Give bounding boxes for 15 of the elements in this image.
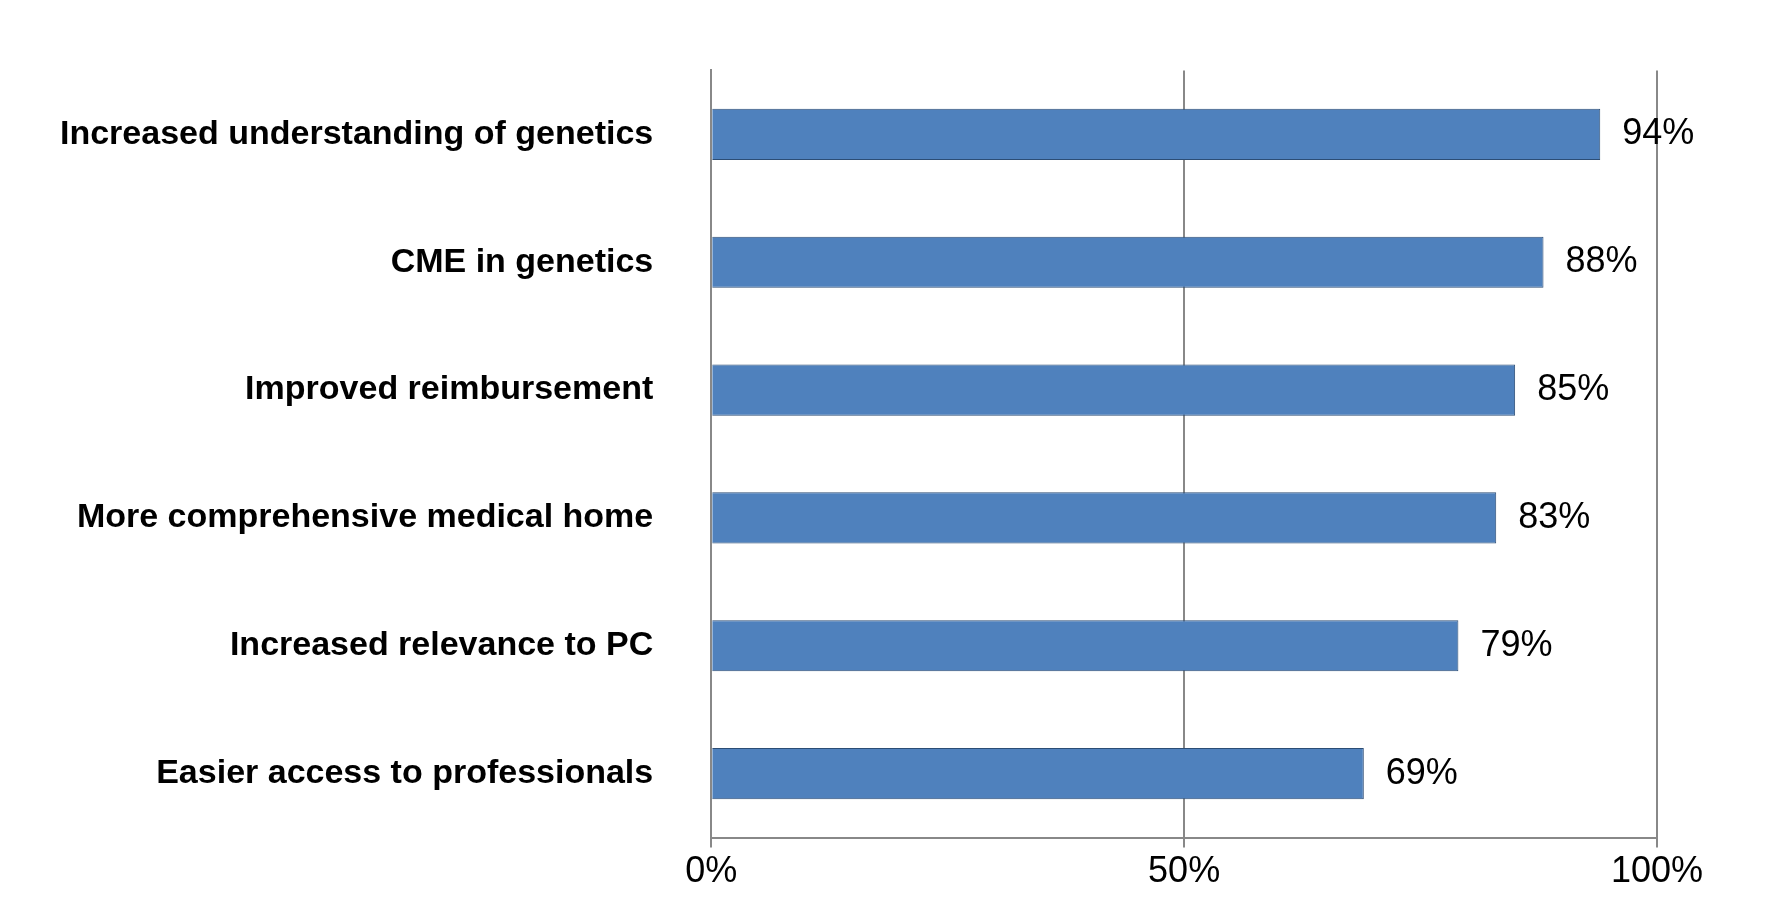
- y-tick-label: Increased relevance to PC: [229, 624, 654, 663]
- data-label: 85%: [1537, 366, 1610, 408]
- data-label: 88%: [1565, 239, 1638, 281]
- data-label: 79%: [1480, 622, 1553, 664]
- y-tick-label: Increased understanding of genetics: [59, 112, 654, 151]
- x-tick-label: 0%: [685, 849, 738, 891]
- y-tick-label: Improved reimbursement: [245, 368, 654, 407]
- data-label: 83%: [1518, 494, 1591, 536]
- x-tick-label: 100%: [1610, 849, 1704, 891]
- data-label: 69%: [1385, 750, 1458, 792]
- y-tick-label: More comprehensive medical home: [76, 496, 654, 535]
- y-tick-label: Easier access to professionals: [156, 752, 654, 791]
- y-tick-label: CME in genetics: [390, 240, 654, 279]
- x-tick-label: 50%: [1148, 849, 1221, 891]
- data-label: 94%: [1622, 111, 1695, 153]
